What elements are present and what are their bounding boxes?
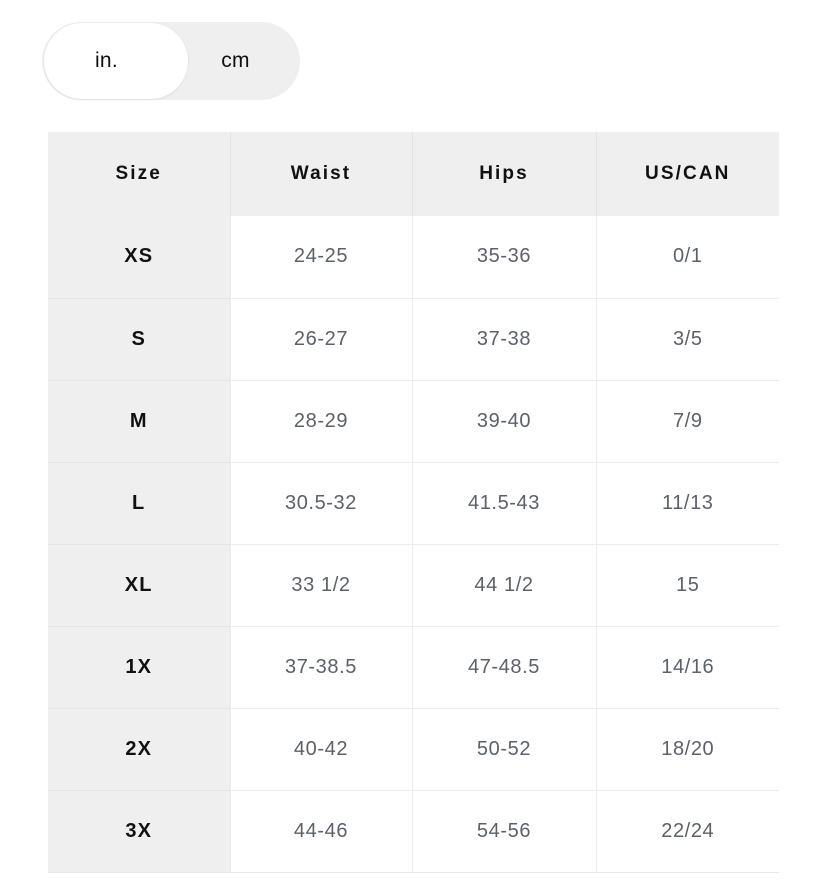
unit-toggle[interactable]: in. cm [42, 22, 300, 100]
unit-option-inches[interactable]: in. [42, 22, 171, 100]
unit-option-centimeters-label: cm [221, 49, 250, 72]
table-row: M 28-29 39-40 7/9 [48, 380, 779, 463]
unit-toggle-knob [44, 23, 188, 99]
cell-hips: 37-38 [411, 298, 596, 381]
cell-uscan: 7/9 [595, 380, 779, 463]
cell-size: 1X [48, 626, 230, 709]
table-row: 3X 44-46 54-56 22/24 [48, 790, 779, 873]
cell-uscan: 22/24 [595, 790, 779, 873]
cell-uscan: 11/13 [595, 462, 779, 545]
table-header-row: Size Waist Hips US/CAN [48, 132, 779, 216]
cell-size: XL [48, 544, 230, 627]
cell-waist: 33 1/2 [229, 544, 412, 627]
cell-uscan: 18/20 [595, 708, 779, 791]
cell-size: S [48, 298, 230, 381]
column-header-hips: Hips [411, 132, 596, 216]
unit-option-centimeters[interactable]: cm [171, 22, 300, 100]
table-header: Size Waist Hips US/CAN [48, 132, 779, 216]
column-header-uscan: US/CAN [595, 132, 779, 216]
cell-hips: 50-52 [411, 708, 596, 791]
cell-uscan: 0/1 [595, 216, 779, 299]
size-chart-table: Size Waist Hips US/CAN XS 24-25 35-36 0/… [48, 132, 779, 873]
cell-hips: 35-36 [411, 216, 596, 299]
table-row: 2X 40-42 50-52 18/20 [48, 708, 779, 791]
cell-size: XS [48, 216, 230, 299]
cell-waist: 28-29 [229, 380, 412, 463]
cell-hips: 41.5-43 [411, 462, 596, 545]
size-chart-table-wrapper: Size Waist Hips US/CAN XS 24-25 35-36 0/… [48, 132, 779, 873]
table-row: XL 33 1/2 44 1/2 15 [48, 544, 779, 627]
cell-hips: 44 1/2 [411, 544, 596, 627]
cell-waist: 40-42 [229, 708, 412, 791]
cell-hips: 39-40 [411, 380, 596, 463]
cell-size: L [48, 462, 230, 545]
cell-uscan: 15 [595, 544, 779, 627]
column-header-waist: Waist [229, 132, 412, 216]
cell-waist: 37-38.5 [229, 626, 412, 709]
table-row: S 26-27 37-38 3/5 [48, 298, 779, 381]
cell-uscan: 3/5 [595, 298, 779, 381]
unit-option-inches-label: in. [94, 49, 119, 72]
cell-size: 3X [48, 790, 230, 873]
table-row: L 30.5-32 41.5-43 11/13 [48, 462, 779, 545]
table-body: XS 24-25 35-36 0/1 S 26-27 37-38 3/5 M 2… [48, 216, 779, 873]
cell-waist: 24-25 [229, 216, 412, 299]
cell-waist: 26-27 [229, 298, 412, 381]
cell-waist: 44-46 [229, 790, 412, 873]
table-row: 1X 37-38.5 47-48.5 14/16 [48, 626, 779, 709]
cell-hips: 47-48.5 [411, 626, 596, 709]
cell-size: M [48, 380, 230, 463]
cell-hips: 54-56 [411, 790, 596, 873]
cell-size: 2X [48, 708, 230, 791]
cell-waist: 30.5-32 [229, 462, 412, 545]
column-header-size: Size [48, 132, 230, 216]
cell-uscan: 14/16 [595, 626, 779, 709]
table-row: XS 24-25 35-36 0/1 [48, 216, 779, 299]
